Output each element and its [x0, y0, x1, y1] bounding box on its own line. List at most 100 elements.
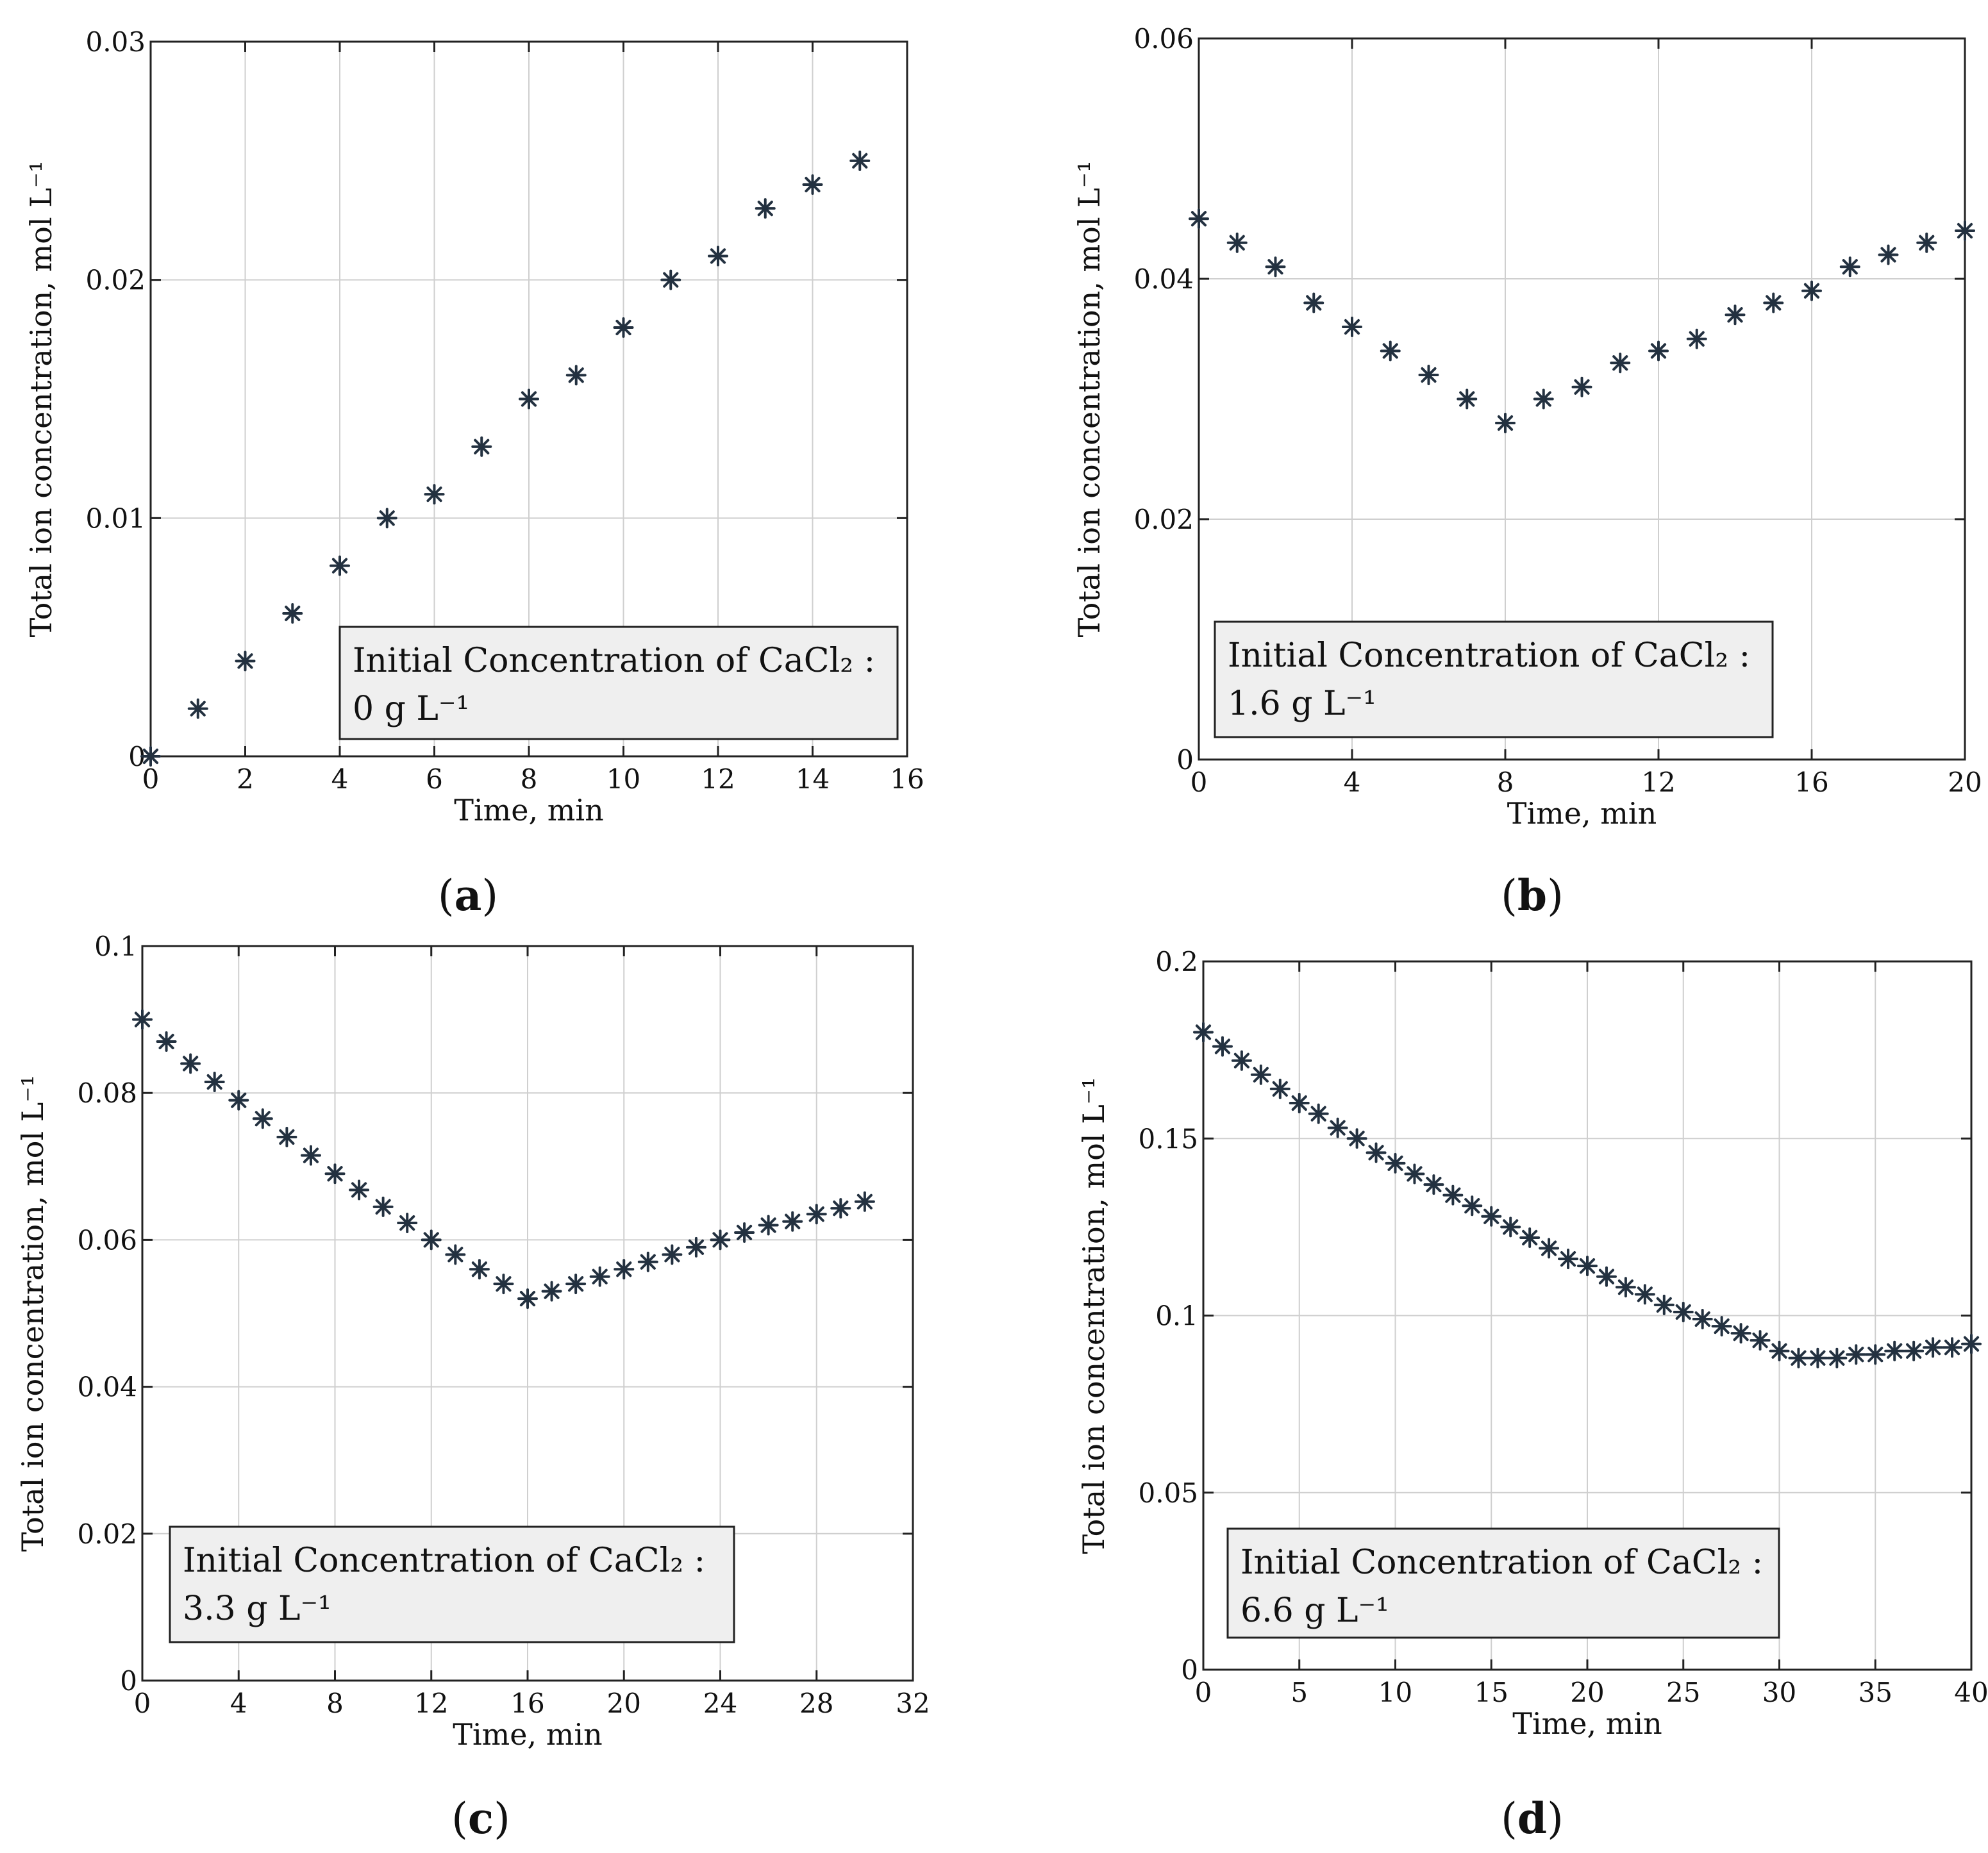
data-point-stroke — [833, 1201, 849, 1217]
x-tick-label: 8 — [1497, 767, 1514, 798]
data-point — [1711, 1316, 1732, 1337]
x-tick-label: 6 — [426, 763, 443, 795]
data-point — [1308, 1103, 1329, 1124]
data-point — [1955, 220, 1975, 241]
y-tick-label: 0.06 — [1133, 23, 1194, 54]
x-tick-label: 8 — [521, 763, 538, 795]
caption-open-paren: ( — [1501, 1794, 1517, 1843]
x-tick-label: 5 — [1291, 1677, 1308, 1708]
data-point-stroke — [1522, 1229, 1538, 1246]
data-point — [282, 603, 303, 624]
data-point — [758, 1215, 779, 1236]
data-point — [252, 1108, 273, 1129]
data-point-stroke — [1541, 1240, 1557, 1256]
caption-close-paren: ) — [1547, 871, 1564, 920]
data-point-stroke — [664, 1247, 680, 1263]
panel-b: 0 4 8 12 16 20 0 0.02 0.04 0.06 Time, min Total ion… — [1072, 23, 1982, 920]
data-point-stroke — [1233, 1052, 1249, 1068]
x-tick-label: 28 — [799, 1688, 833, 1719]
data-point-stroke — [757, 201, 773, 217]
data-point-stroke — [1306, 295, 1322, 311]
plot-frame — [1198, 37, 1966, 761]
caption-close-paren: ) — [481, 871, 498, 920]
data-point — [1189, 208, 1209, 229]
y-tick-label: 0.02 — [77, 1518, 137, 1550]
x-axis-label: Time, min — [454, 793, 603, 827]
data-point — [565, 1274, 587, 1295]
data-point-stroke — [1272, 1081, 1288, 1097]
data-point — [1686, 328, 1707, 349]
x-tick-label: 12 — [1641, 767, 1675, 798]
data-point-stroke — [1310, 1106, 1326, 1122]
data-point-stroke — [1944, 1340, 1960, 1356]
data-point-stroke — [568, 1276, 584, 1292]
x-tick-label: 4 — [331, 763, 349, 795]
y-tick-label: 0.02 — [85, 265, 146, 296]
x-tick-label: 10 — [1378, 1677, 1412, 1708]
data-point — [1571, 376, 1592, 397]
panel-d: 0 5 10 15 20 25 30 35 40 0 0.05 0.1 0.15 0.2 Time, min… — [1076, 946, 1988, 1843]
y-tick-label: 0.2 — [1155, 946, 1198, 977]
data-point-stroke — [399, 1215, 415, 1231]
data-point — [1289, 1093, 1310, 1113]
data-point-stroke — [1880, 247, 1896, 263]
data-point-stroke — [1445, 1187, 1461, 1203]
data-point-stroke — [1733, 1325, 1749, 1342]
data-point-stroke — [1195, 1024, 1212, 1040]
data-point-stroke — [1842, 259, 1858, 275]
data-point-stroke — [568, 367, 584, 383]
data-point — [469, 1259, 490, 1280]
data-point — [541, 1281, 562, 1302]
data-point-stroke — [1483, 1208, 1499, 1224]
data-point — [854, 1191, 875, 1212]
data-point — [471, 436, 492, 457]
data-point — [1342, 317, 1362, 337]
data-point — [1577, 1256, 1598, 1277]
data-point — [1265, 256, 1286, 278]
data-point — [662, 1244, 683, 1265]
data-point-stroke — [1810, 1350, 1826, 1366]
data-point — [802, 174, 823, 195]
data-point — [204, 1072, 225, 1093]
data-point — [235, 651, 256, 672]
data-point — [613, 317, 634, 338]
x-tick-label: 35 — [1859, 1677, 1892, 1708]
data-point-stroke — [1421, 367, 1437, 383]
x-tick-label: 24 — [703, 1688, 737, 1719]
data-point — [1366, 1142, 1387, 1163]
data-point-stroke — [231, 1092, 247, 1108]
data-point — [685, 1236, 706, 1258]
data-point-stroke — [1426, 1176, 1442, 1193]
data-point — [1961, 1333, 1982, 1354]
data-point — [1750, 1330, 1771, 1351]
data-point-stroke — [1906, 1343, 1922, 1359]
panel-caption: (c) — [451, 1793, 510, 1843]
panel-caption: (d) — [1501, 1793, 1564, 1843]
x-tick-label: 16 — [510, 1688, 544, 1719]
data-point — [1303, 292, 1324, 313]
caption-open-paren: ( — [1501, 871, 1517, 920]
y-tick-label: 0 — [120, 1665, 137, 1697]
data-point-stroke — [471, 1261, 487, 1277]
y-tick-label: 0.04 — [1133, 263, 1194, 295]
data-point — [849, 150, 871, 171]
data-point — [1788, 1347, 1809, 1368]
data-point-stroke — [1766, 295, 1782, 311]
data-point — [1615, 1277, 1636, 1298]
data-point — [782, 1211, 803, 1232]
legend-line-concentration: 0 g L⁻¹ — [353, 690, 469, 728]
data-point — [710, 1229, 731, 1251]
x-tick-label: 0 — [1190, 767, 1208, 798]
data-point-stroke — [1963, 1336, 1980, 1352]
caption-close-paren: ) — [494, 1794, 510, 1843]
data-point — [1692, 1309, 1713, 1330]
data-point-stroke — [1694, 1311, 1710, 1327]
data-point-stroke — [1464, 1198, 1480, 1214]
data-point — [1648, 340, 1669, 361]
data-point — [637, 1251, 658, 1272]
data-point — [1380, 340, 1401, 361]
data-point — [1558, 1249, 1579, 1270]
data-point-stroke — [521, 391, 537, 407]
y-tick-label: 0.04 — [77, 1372, 137, 1403]
